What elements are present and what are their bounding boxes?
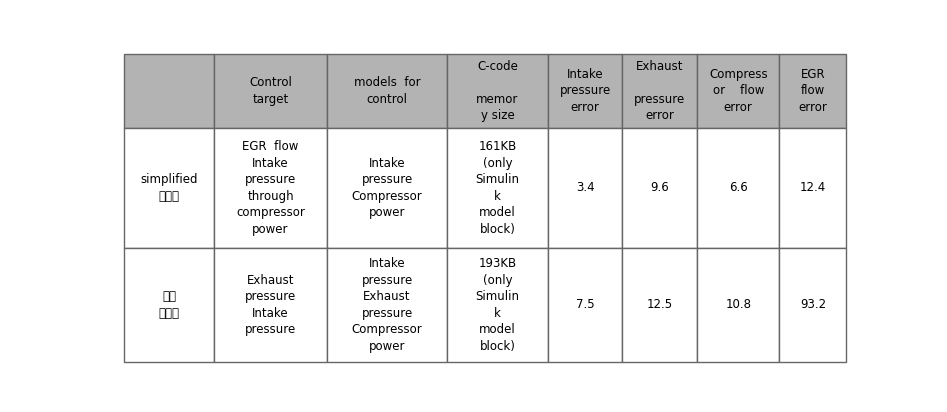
Text: 3.4: 3.4 [576,181,595,194]
Bar [622,128,697,248]
Bar [124,248,214,362]
Text: EGR
flow
error: EGR flow error [798,68,828,114]
Text: 12.5: 12.5 [647,298,673,311]
Bar [327,54,447,128]
Text: 12.4: 12.4 [800,181,826,194]
Text: 기존
제어기: 기존 제어기 [159,290,180,320]
Bar [447,128,547,248]
Text: models  for
control: models for control [354,76,420,105]
Text: Intake
pressure
Exhaust
pressure
Compressor
power: Intake pressure Exhaust pressure Compres… [351,257,422,353]
Text: 93.2: 93.2 [800,298,826,311]
Bar [779,248,847,362]
Bar [547,248,622,362]
Bar [779,54,847,128]
Bar [697,54,779,128]
Bar [547,54,622,128]
Bar [547,128,622,248]
Text: Control
target: Control target [249,76,292,105]
Bar [327,248,447,362]
Text: 7.5: 7.5 [576,298,595,311]
Text: 193KB
(only
Simulin
k
model
block): 193KB (only Simulin k model block) [475,257,520,353]
Text: 9.6: 9.6 [651,181,670,194]
Text: Compress
or    flow
error: Compress or flow error [709,68,768,114]
Text: 6.6: 6.6 [729,181,747,194]
Bar [327,128,447,248]
Text: Intake
pressure
error: Intake pressure error [560,68,611,114]
Text: C-code

memor
y size: C-code memor y size [476,60,519,122]
Text: 10.8: 10.8 [725,298,751,311]
Bar [214,248,327,362]
Bar [697,248,779,362]
Text: EGR  flow
Intake
pressure
through
compressor
power: EGR flow Intake pressure through compres… [236,140,305,236]
Bar [622,54,697,128]
Text: Exhaust
pressure
Intake
pressure: Exhaust pressure Intake pressure [245,274,296,336]
Text: 161KB
(only
Simulin
k
model
block): 161KB (only Simulin k model block) [475,140,520,236]
Text: Exhaust

pressure
error: Exhaust pressure error [634,60,686,122]
Bar [124,54,214,128]
Bar [697,128,779,248]
Bar [214,54,327,128]
Bar [622,248,697,362]
Bar [214,128,327,248]
Bar [447,54,547,128]
Bar [447,248,547,362]
Text: simplified
제어기: simplified 제어기 [140,173,198,203]
Bar [779,128,847,248]
Bar [124,128,214,248]
Text: Intake
pressure
Compressor
power: Intake pressure Compressor power [351,157,422,219]
